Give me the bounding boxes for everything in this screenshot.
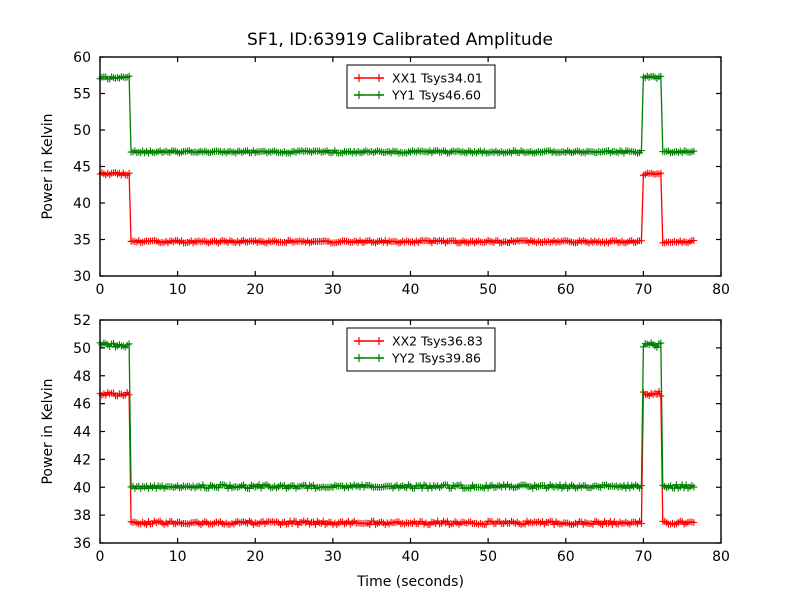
x-tick-label: 60 <box>557 549 575 565</box>
x-axis-label: Time (seconds) <box>356 574 464 590</box>
x-tick-label: 10 <box>169 549 187 565</box>
x-tick-label: 20 <box>246 282 264 298</box>
y-tick-label: 35 <box>73 233 91 249</box>
y-tick-label: 52 <box>73 313 91 329</box>
x-tick-label: 0 <box>96 549 105 565</box>
y-tick-label: 50 <box>73 123 91 139</box>
x-tick-label: 30 <box>324 282 342 298</box>
chart-panel-top: 0 10 20 30 40 50 60 70 80 30 35 40 45 50 55 60 Power in … <box>40 50 730 298</box>
y-tick-label: 40 <box>73 480 91 496</box>
x-tick-label: 80 <box>712 549 730 565</box>
x-tick-label: 80 <box>712 282 730 298</box>
x-tick-label: 20 <box>246 549 264 565</box>
y-tick-label: 38 <box>73 508 91 524</box>
chart-legend: XX2 Tsys36.83 YY2 Tsys39.86 <box>346 327 496 372</box>
legend-label: XX1 Tsys34.01 <box>392 71 483 86</box>
y-tick-label: 45 <box>73 160 91 176</box>
x-tick-label: 70 <box>634 282 652 298</box>
chart-legend: XX1 Tsys34.01 YY1 Tsys46.60 <box>346 64 496 109</box>
y-tick-label: 55 <box>73 87 91 103</box>
y-tick-label: 30 <box>73 269 91 285</box>
x-tick-label: 10 <box>169 282 187 298</box>
legend-box <box>346 64 496 109</box>
y-tick-label: 46 <box>73 397 91 413</box>
x-tick-label: 50 <box>479 549 497 565</box>
y-axis-label: Power in Kelvin <box>40 113 56 219</box>
series-markers <box>96 339 698 492</box>
series-markers <box>96 387 698 529</box>
series-line <box>99 341 695 490</box>
page-title: SF1, ID:63919 Calibrated Amplitude <box>247 30 553 50</box>
x-tick-label: 40 <box>402 549 420 565</box>
x-tick-label: 40 <box>402 282 420 298</box>
y-axis-label: Power in Kelvin <box>40 378 56 484</box>
y-tick-label: 42 <box>73 452 91 468</box>
y-tick-label: 44 <box>73 425 91 441</box>
series-line <box>99 389 694 526</box>
x-tick-label: 30 <box>324 549 342 565</box>
legend-label: YY2 Tsys39.86 <box>391 351 481 366</box>
y-tick-label: 60 <box>73 50 91 66</box>
y-tick-label: 36 <box>73 536 91 552</box>
y-tick-label: 40 <box>73 196 91 212</box>
y-tick-label: 50 <box>73 341 91 357</box>
x-tick-label: 50 <box>479 282 497 298</box>
legend-label: XX2 Tsys36.83 <box>392 334 483 349</box>
x-tick-label: 60 <box>557 282 575 298</box>
legend-label: YY1 Tsys46.60 <box>391 88 481 103</box>
series-markers <box>96 169 698 247</box>
axes-frame <box>99 319 722 544</box>
series-line <box>99 171 694 244</box>
x-tick-label: 70 <box>634 549 652 565</box>
legend-box <box>346 327 496 372</box>
y-tick-label: 48 <box>73 369 91 385</box>
x-tick-label: 0 <box>96 282 105 298</box>
